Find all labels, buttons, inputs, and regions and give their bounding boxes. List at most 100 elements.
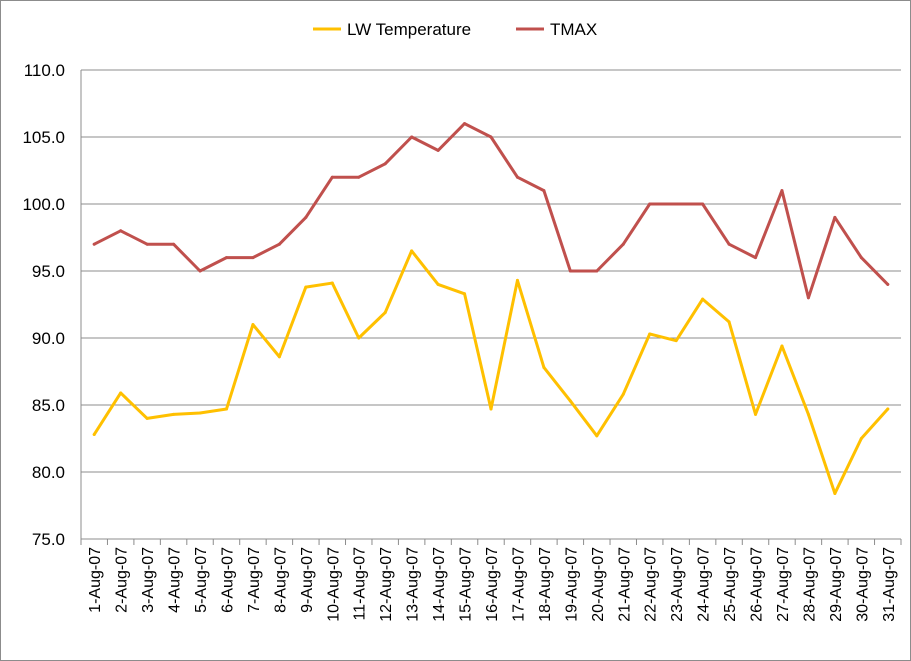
data-point-tmax: [172, 242, 176, 246]
y-tick-label: 105.0: [22, 128, 65, 147]
gridlines: [80, 69, 902, 545]
x-tick-label: 30-Aug-07: [854, 547, 871, 622]
x-tick-label: 16-Aug-07: [484, 547, 501, 622]
x-tick-label: 8-Aug-07: [272, 547, 289, 613]
data-point-lw-temperature: [886, 407, 890, 411]
x-tick-label: 6-Aug-07: [219, 547, 236, 613]
x-tick-label: 19-Aug-07: [563, 547, 580, 622]
data-point-tmax: [701, 202, 705, 206]
y-tick-label: 75.0: [32, 530, 65, 549]
x-axis-tick-labels: 1-Aug-07 2-Aug-07 3-Aug-07 4-Aug-07 5-Aug-07…: [87, 547, 898, 622]
x-tick-label: 23-Aug-07: [669, 547, 686, 622]
data-point-lw-temperature: [542, 365, 546, 369]
data-point-tmax: [224, 256, 228, 260]
data-point-lw-temperature: [119, 391, 123, 395]
y-tick-label: 80.0: [32, 463, 65, 482]
x-tick-label: 12-Aug-07: [378, 547, 395, 622]
x-tick-label: 7-Aug-07: [246, 547, 263, 613]
x-tick-label: 3-Aug-07: [140, 547, 157, 613]
legend: LW Temperature TMAX: [313, 20, 597, 39]
series-line-lw-temperature: [92, 249, 890, 495]
x-tick-label: 31-Aug-07: [881, 547, 898, 622]
x-tick-label: 11-Aug-07: [352, 547, 369, 621]
x-tick-label: 10-Aug-07: [325, 547, 342, 622]
data-point-tmax: [277, 242, 281, 246]
y-axis-tick-labels: 75.0 80.0 85.0 90.0 95.0 100.0 105.0 110.0: [22, 61, 65, 549]
data-point-lw-temperature: [595, 434, 599, 438]
data-point-lw-temperature: [489, 407, 493, 411]
data-point-tmax: [198, 269, 202, 273]
x-tick-label: 15-Aug-07: [458, 547, 475, 622]
data-point-lw-temperature: [727, 320, 731, 324]
data-point-lw-temperature: [568, 399, 572, 403]
data-point-tmax: [515, 175, 519, 179]
data-point-tmax: [330, 175, 334, 179]
data-point-tmax: [410, 135, 414, 139]
data-point-tmax: [754, 256, 758, 260]
data-point-lw-temperature: [621, 392, 625, 396]
data-point-tmax: [542, 189, 546, 193]
data-point-lw-temperature: [780, 344, 784, 348]
data-point-lw-temperature: [277, 355, 281, 359]
data-point-tmax: [674, 202, 678, 206]
data-point-lw-temperature: [198, 411, 202, 415]
x-tick-label: 5-Aug-07: [193, 547, 210, 613]
x-tick-label: 26-Aug-07: [749, 547, 766, 622]
data-point-tmax: [595, 269, 599, 273]
data-point-lw-temperature: [754, 412, 758, 416]
legend-label-lw-temperature: LW Temperature: [347, 20, 471, 39]
data-point-lw-temperature: [145, 416, 149, 420]
data-point-tmax: [357, 175, 361, 179]
x-tick-label: 18-Aug-07: [537, 547, 554, 622]
data-point-lw-temperature: [859, 437, 863, 440]
y-tick-label: 85.0: [32, 396, 65, 415]
data-point-tmax: [119, 229, 123, 233]
data-point-lw-temperature: [515, 278, 519, 282]
y-tick-label: 95.0: [32, 262, 65, 281]
x-tick-label: 1-Aug-07: [87, 547, 104, 613]
data-point-lw-temperature: [172, 412, 176, 416]
data-point-tmax: [304, 215, 308, 219]
y-tick-label: 100.0: [22, 195, 65, 214]
x-tick-label: 21-Aug-07: [616, 547, 633, 622]
data-point-lw-temperature: [92, 432, 96, 436]
data-point-lw-temperature: [410, 249, 414, 253]
data-point-tmax: [489, 135, 493, 139]
data-point-tmax: [727, 242, 731, 246]
data-point-lw-temperature: [648, 332, 652, 336]
series-line-tmax: [92, 122, 890, 300]
data-point-lw-temperature: [330, 281, 334, 285]
x-tick-label: 20-Aug-07: [590, 547, 607, 622]
data-point-tmax: [145, 242, 149, 246]
series-lines: [92, 122, 890, 495]
data-point-tmax: [780, 189, 784, 193]
data-point-lw-temperature: [224, 407, 228, 411]
data-point-lw-temperature: [833, 491, 837, 495]
data-point-tmax: [463, 122, 467, 126]
data-point-lw-temperature: [383, 311, 387, 315]
x-tick-label: 17-Aug-07: [510, 547, 527, 622]
data-point-tmax: [833, 215, 837, 219]
x-tick-label: 2-Aug-07: [114, 547, 131, 613]
data-point-lw-temperature: [806, 412, 810, 416]
y-tick-label: 110.0: [24, 61, 65, 80]
x-tick-label: 13-Aug-07: [405, 547, 422, 622]
data-point-lw-temperature: [463, 292, 467, 296]
y-tick-label: 90.0: [32, 329, 65, 348]
legend-label-tmax: TMAX: [550, 20, 597, 39]
data-point-tmax: [568, 269, 572, 273]
data-point-lw-temperature: [357, 336, 361, 340]
data-point-lw-temperature: [251, 323, 255, 327]
data-point-tmax: [886, 282, 890, 286]
data-point-lw-temperature: [436, 282, 440, 286]
data-point-tmax: [251, 256, 255, 260]
x-tick-label: 27-Aug-07: [775, 547, 792, 622]
data-point-tmax: [859, 256, 863, 260]
x-tick-label: 22-Aug-07: [643, 547, 660, 622]
x-tick-label: 14-Aug-07: [431, 547, 448, 622]
x-tick-label: 29-Aug-07: [828, 547, 845, 622]
data-point-lw-temperature: [304, 285, 308, 289]
data-point-lw-temperature: [701, 297, 705, 301]
